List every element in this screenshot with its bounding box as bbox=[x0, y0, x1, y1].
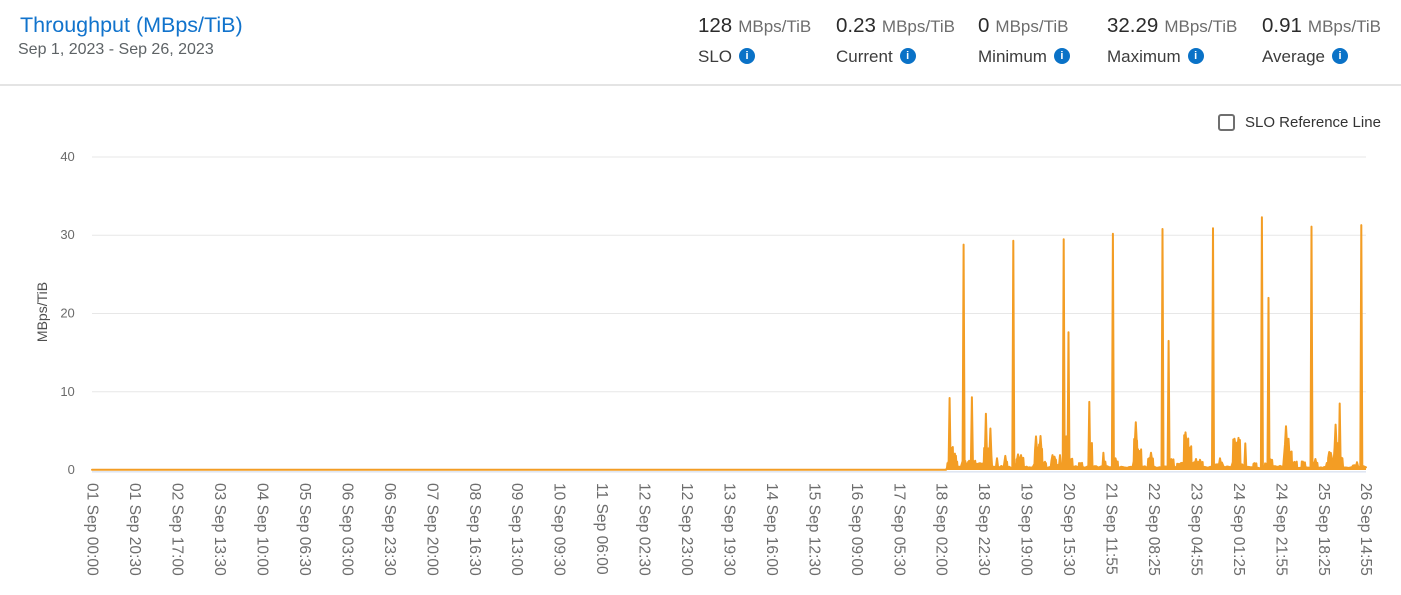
svg-text:13 Sep 19:30: 13 Sep 19:30 bbox=[721, 483, 738, 576]
svg-text:25 Sep 18:25: 25 Sep 18:25 bbox=[1315, 483, 1332, 576]
svg-text:01 Sep 20:30: 01 Sep 20:30 bbox=[126, 483, 143, 576]
svg-text:09 Sep 13:00: 09 Sep 13:00 bbox=[508, 483, 525, 576]
svg-text:10: 10 bbox=[60, 384, 74, 399]
svg-text:MBps/TiB: MBps/TiB bbox=[34, 282, 50, 342]
svg-text:16 Sep 09:00: 16 Sep 09:00 bbox=[848, 483, 865, 576]
svg-text:19 Sep 19:00: 19 Sep 19:00 bbox=[1018, 483, 1035, 576]
svg-text:18 Sep 02:00: 18 Sep 02:00 bbox=[933, 483, 950, 576]
svg-text:12 Sep 23:00: 12 Sep 23:00 bbox=[678, 483, 695, 576]
svg-text:0: 0 bbox=[68, 462, 75, 477]
svg-text:08 Sep 16:30: 08 Sep 16:30 bbox=[466, 483, 483, 576]
svg-text:02 Sep 17:00: 02 Sep 17:00 bbox=[169, 483, 186, 576]
svg-text:06 Sep 23:30: 06 Sep 23:30 bbox=[381, 483, 398, 576]
svg-text:20: 20 bbox=[60, 306, 74, 321]
svg-text:18 Sep 22:30: 18 Sep 22:30 bbox=[975, 483, 992, 576]
svg-text:26 Sep 14:55: 26 Sep 14:55 bbox=[1357, 483, 1374, 576]
svg-text:05 Sep 06:30: 05 Sep 06:30 bbox=[296, 483, 313, 576]
svg-text:22 Sep 08:25: 22 Sep 08:25 bbox=[1145, 483, 1162, 576]
svg-text:23 Sep 04:55: 23 Sep 04:55 bbox=[1187, 483, 1204, 576]
svg-text:40: 40 bbox=[60, 149, 74, 164]
svg-text:01 Sep 00:00: 01 Sep 00:00 bbox=[84, 483, 101, 576]
svg-text:15 Sep 12:30: 15 Sep 12:30 bbox=[805, 483, 822, 576]
svg-text:24 Sep 21:55: 24 Sep 21:55 bbox=[1272, 483, 1289, 576]
svg-text:07 Sep 20:00: 07 Sep 20:00 bbox=[423, 483, 440, 576]
svg-text:17 Sep 05:30: 17 Sep 05:30 bbox=[890, 483, 907, 576]
svg-text:04 Sep 10:00: 04 Sep 10:00 bbox=[254, 483, 271, 576]
svg-text:06 Sep 03:00: 06 Sep 03:00 bbox=[338, 483, 355, 576]
svg-text:14 Sep 16:00: 14 Sep 16:00 bbox=[763, 483, 780, 576]
svg-text:24 Sep 01:25: 24 Sep 01:25 bbox=[1230, 483, 1247, 576]
svg-text:20 Sep 15:30: 20 Sep 15:30 bbox=[1060, 483, 1077, 576]
svg-text:12 Sep 02:30: 12 Sep 02:30 bbox=[636, 483, 653, 576]
svg-text:11 Sep 06:00: 11 Sep 06:00 bbox=[593, 483, 610, 575]
svg-text:03 Sep 13:30: 03 Sep 13:30 bbox=[211, 483, 228, 576]
svg-text:10 Sep 09:30: 10 Sep 09:30 bbox=[551, 483, 568, 576]
svg-text:21 Sep 11:55: 21 Sep 11:55 bbox=[1103, 483, 1120, 575]
svg-text:30: 30 bbox=[60, 227, 74, 242]
